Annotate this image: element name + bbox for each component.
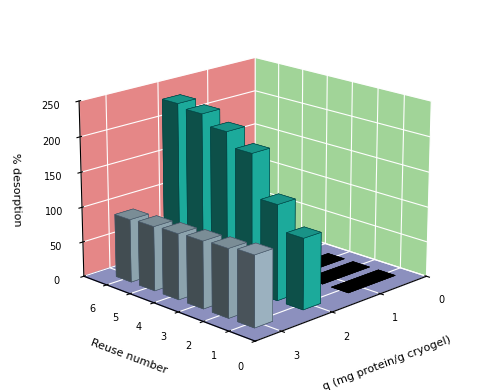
X-axis label: q (mg protein/g cryogel): q (mg protein/g cryogel) xyxy=(322,335,452,390)
Y-axis label: Reuse number: Reuse number xyxy=(89,338,168,376)
